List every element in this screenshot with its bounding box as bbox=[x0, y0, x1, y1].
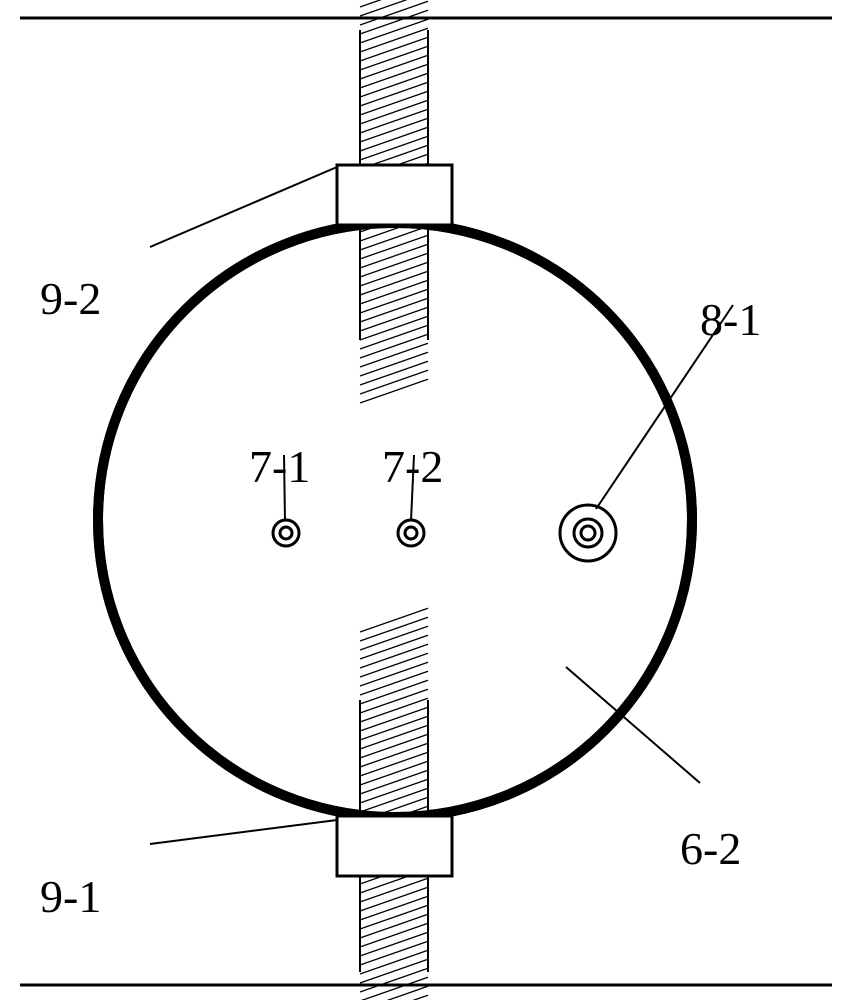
label-9-2: 9-2 bbox=[40, 272, 101, 325]
label-8-1: 8-1 bbox=[700, 293, 761, 346]
label-7-2: 7-2 bbox=[382, 440, 443, 493]
nut-block bbox=[337, 165, 452, 225]
label-7-1: 7-1 bbox=[249, 440, 310, 493]
leader-line bbox=[150, 820, 337, 844]
nut-block bbox=[337, 816, 452, 876]
hole-8-1 bbox=[560, 505, 616, 561]
hole-7-1 bbox=[273, 520, 299, 546]
label-6-2: 6-2 bbox=[680, 822, 741, 875]
label-9-1: 9-1 bbox=[40, 870, 101, 923]
hole-7-2 bbox=[398, 520, 424, 546]
